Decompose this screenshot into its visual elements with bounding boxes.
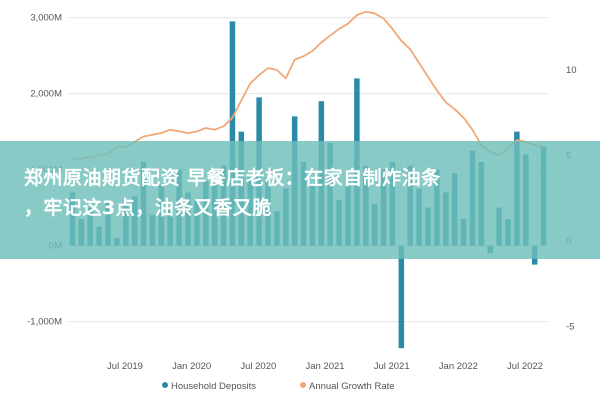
deposit-bar [398,245,405,349]
y-left-tick-label: 2,000M [30,89,62,100]
deposit-bar [229,21,236,246]
legend-marker-deposits [162,382,168,388]
growth-line-path [72,10,544,160]
growth-line [72,10,544,160]
y-right-tick-label: -5 [566,321,574,332]
legend-label-growth: Annual Growth Rate [309,381,395,392]
legend: Household Deposits Annual Growth Rate [162,381,395,392]
y-left-tick-label: -1,000M [27,317,62,328]
y-left-tick-label: 3,000M [30,13,62,24]
legend-marker-growth [300,382,306,388]
x-tick-label: Jan 2022 [439,361,478,372]
x-tick-label: Jan 2021 [305,361,344,372]
y-right-tick-label: 10 [566,65,577,76]
x-tick-label: Jul 2020 [240,361,276,372]
banner-line-2: ，牢记这3点，油条又香又脆 [24,197,272,219]
legend-label-deposits: Household Deposits [171,381,256,392]
x-tick-label: Jul 2021 [374,361,410,372]
x-tick-label: Jan 2020 [172,361,211,372]
x-tick-label: Jul 2022 [507,361,543,372]
overlay-banner: 郑州原油期货配资 早餐店老板：在家自制炸油条 ，牢记这3点，油条又香又脆 [0,141,600,259]
banner-line-1: 郑州原油期货配资 早餐店老板：在家自制炸油条 [24,167,441,189]
x-tick-label: Jul 2019 [107,361,143,372]
x-axis: Jul 2019 Jan 2020 Jul 2020 Jan 2021 Jul 2021… [107,361,543,372]
